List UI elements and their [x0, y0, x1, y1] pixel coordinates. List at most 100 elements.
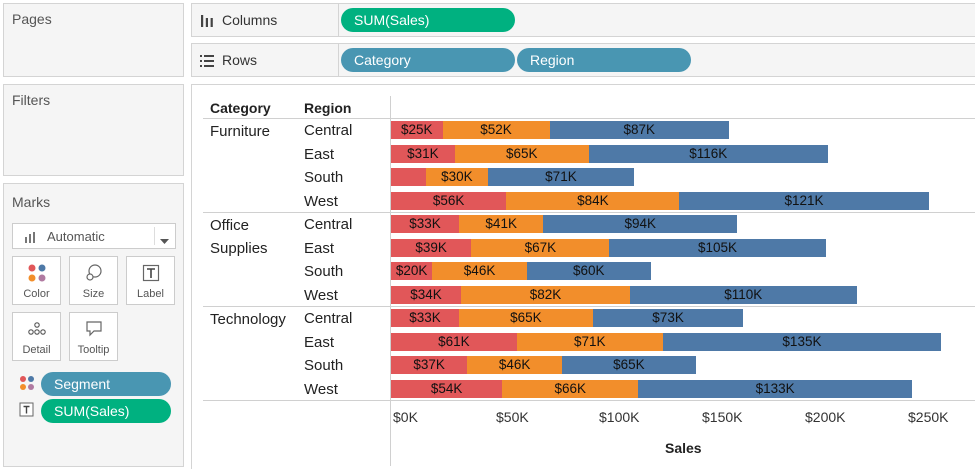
- bar-value-label: $94K: [624, 216, 657, 231]
- size-icon: [70, 263, 117, 283]
- sum-sales-label-pill[interactable]: SUM(Sales): [41, 399, 171, 423]
- rows-shelf[interactable]: Rows Category Region: [191, 43, 975, 77]
- bar-segment-consumer: [391, 262, 433, 280]
- columns-shelf[interactable]: Columns SUM(Sales): [191, 3, 975, 37]
- tooltip-label: Tooltip: [77, 344, 110, 356]
- bar-value-label: $46K: [498, 357, 531, 372]
- segment-pill[interactable]: Segment: [41, 372, 171, 396]
- bar-segment-consumer: [391, 379, 503, 398]
- bar-value-label: $84K: [577, 192, 609, 208]
- region-label: West: [304, 192, 338, 210]
- region-label: South: [304, 263, 344, 280]
- bar-value-label: $52K: [480, 122, 512, 137]
- bar-segment-consumer: [391, 356, 468, 374]
- size-label: Size: [82, 288, 105, 300]
- bar-value-label: $33K: [409, 310, 441, 325]
- label-icon: [127, 263, 174, 283]
- pane-divider: [390, 96, 391, 466]
- bar-segment-corporate: [471, 238, 610, 257]
- bar-segment-consumer: [391, 168, 427, 186]
- bar-value-label: $30K: [441, 169, 473, 184]
- bar-value-label: $61K: [438, 333, 470, 349]
- bar-segment-home-office: [526, 262, 651, 280]
- bar-segment-home-office: [588, 144, 828, 163]
- bar-value-label: $135K: [782, 333, 822, 349]
- region-label: East: [304, 145, 335, 163]
- region-label: Central: [304, 310, 353, 327]
- bar-value-label: $73K: [652, 310, 684, 325]
- category-label-line: Office: [210, 217, 249, 234]
- shelf-divider: [338, 4, 339, 36]
- detail-icon: [13, 319, 60, 339]
- category-label: Technology: [210, 311, 300, 334]
- bar-value-label: $87K: [623, 122, 655, 137]
- pages-card[interactable]: Pages: [3, 3, 184, 77]
- bar-segment-corporate: [502, 379, 639, 398]
- bar-segment-corporate: [458, 309, 593, 327]
- x-tick-label: $0K: [393, 409, 418, 425]
- category-header: Category: [210, 100, 271, 116]
- bar-segment-consumer: [391, 332, 517, 351]
- x-axis-title: Sales: [665, 440, 702, 456]
- color-legend-icon: [19, 375, 35, 396]
- bar-segment-home-office: [543, 215, 738, 233]
- region-label: East: [304, 239, 335, 257]
- bar-segment-corporate: [506, 191, 680, 210]
- bar-value-label: $20K: [395, 263, 428, 278]
- columns-icon: [201, 14, 213, 32]
- bar-value-label: $39K: [415, 239, 447, 255]
- category-label: Office Supplies: [210, 217, 300, 263]
- chevron-down-icon: [160, 233, 169, 248]
- mark-type-dropdown[interactable]: Automatic: [12, 223, 176, 249]
- rows-pill-category[interactable]: Category: [341, 48, 515, 72]
- bar-segment-home-office: [638, 379, 913, 398]
- columns-pill-sum-sales[interactable]: SUM(Sales): [341, 8, 515, 32]
- bar-segment-consumer: [391, 285, 462, 304]
- bar-value-label: $60K: [572, 263, 605, 278]
- axis-bottom-line: [203, 400, 975, 401]
- bar-segment-home-office: [662, 332, 941, 351]
- x-tick-label: $200K: [805, 409, 846, 425]
- bar-value-label: $133K: [755, 380, 795, 396]
- filters-card[interactable]: Filters: [3, 84, 184, 176]
- x-tick-label: $150K: [702, 409, 743, 425]
- detail-button[interactable]: Detail: [12, 312, 61, 361]
- category-label-line: Supplies: [210, 240, 268, 257]
- region-label: South: [304, 169, 344, 186]
- bar-segment-home-office: [561, 356, 696, 374]
- bar-segment-home-office: [609, 238, 826, 257]
- bar-segment-consumer: [391, 191, 507, 210]
- bar-segment-corporate: [516, 332, 663, 351]
- view-panel: [191, 84, 975, 469]
- bar-segment-corporate: [467, 356, 562, 374]
- axis-top-line: [203, 118, 975, 119]
- bar-segment-consumer: [391, 215, 459, 233]
- group-separator: [203, 212, 975, 213]
- rows-pill-region[interactable]: Region: [517, 48, 691, 72]
- bar-value-label: $65K: [613, 357, 645, 372]
- bar-value-label: $71K: [574, 333, 606, 349]
- bar-value-label: $46K: [463, 263, 496, 278]
- bar-value-label: $71K: [545, 169, 577, 184]
- label-button[interactable]: Label: [126, 256, 175, 305]
- bar-value-label: $82K: [529, 286, 562, 302]
- color-button[interactable]: Color: [12, 256, 61, 305]
- bar-value-label: $105K: [697, 239, 738, 255]
- pages-title: Pages: [12, 11, 52, 27]
- category-label-line: Furniture: [210, 123, 271, 140]
- bar-segment-consumer: [391, 144, 455, 163]
- bar-segment-corporate: [426, 168, 488, 186]
- group-separator: [203, 306, 975, 307]
- color-icon: [13, 263, 60, 283]
- x-tick-label: $50K: [496, 409, 529, 425]
- shelf-divider: [338, 44, 339, 76]
- bar-segment-home-office: [679, 191, 929, 210]
- x-tick-label: $100K: [599, 409, 640, 425]
- bar-segment-corporate: [461, 285, 630, 304]
- tooltip-button[interactable]: Tooltip: [69, 312, 118, 361]
- label-label: Label: [137, 288, 164, 300]
- region-header: Region: [304, 100, 352, 116]
- mark-type-value: Automatic: [47, 229, 105, 244]
- bar-segment-consumer: [391, 121, 443, 139]
- size-button[interactable]: Size: [69, 256, 118, 305]
